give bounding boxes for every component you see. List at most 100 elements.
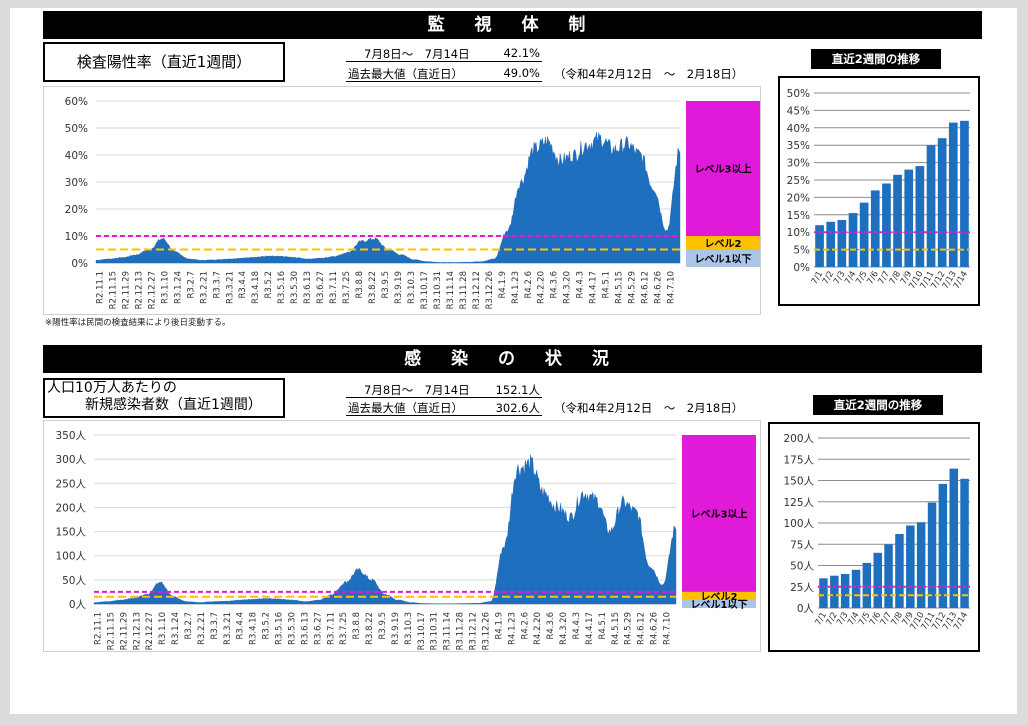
bar <box>916 522 926 608</box>
level3-block <box>682 435 756 592</box>
level1-label: レベル1以下 <box>691 599 748 611</box>
x-tick-label: R3.5.16 <box>277 271 287 304</box>
bar <box>837 220 847 267</box>
bar <box>826 221 836 267</box>
y-tick-label: 50% <box>787 88 810 100</box>
x-tick-label: R3.10.3 <box>407 271 417 304</box>
bar <box>840 574 850 608</box>
y-tick-label: 10% <box>787 227 810 239</box>
x-tick-label: R4.7.10 <box>663 612 673 645</box>
x-tick-label: R4.2.20 <box>533 612 543 645</box>
y-tick-label: 125人 <box>783 497 814 509</box>
y-tick-label: 15% <box>787 210 810 222</box>
x-tick-label: R4.5.29 <box>624 612 634 645</box>
level2-block <box>686 236 760 250</box>
y-tick-label: 50% <box>65 123 88 135</box>
x-tick-label: R4.6.12 <box>637 612 647 645</box>
x-tick-label: R4.5.15 <box>611 612 621 645</box>
y-tick-label: 20% <box>65 204 88 216</box>
divider <box>346 81 542 82</box>
y-tick-label: 25% <box>787 175 810 187</box>
x-tick-label: R2.12.27 <box>147 271 157 309</box>
bar <box>904 169 914 267</box>
y-tick-label: 35% <box>787 140 810 152</box>
x-tick-label: R3.10.3 <box>404 612 414 645</box>
level2-block <box>682 591 756 600</box>
positivity-title: 検査陽性率（直近1週間） <box>43 42 285 82</box>
x-tick-label: R4.2.6 <box>520 612 530 640</box>
bar <box>859 202 869 267</box>
bar <box>915 166 925 267</box>
positivity-2week-chart: 0%5%10%15%20%25%30%35%40%45%50%7/17/27/3… <box>787 88 970 291</box>
x-tick-label: R3.8.8 <box>355 271 365 299</box>
y-tick-label: 0人 <box>69 599 87 611</box>
level1-label: レベル1以下 <box>695 254 752 266</box>
y-tick-label: 30% <box>65 177 88 189</box>
x-tick-label: R3.8.22 <box>368 271 378 304</box>
x-tick-label: R3.4.4 <box>236 612 246 640</box>
x-tick-label: R2.12.27 <box>145 612 155 650</box>
x-tick-label: R4.6.26 <box>650 612 660 645</box>
y-tick-label: 0% <box>793 262 810 274</box>
x-tick-label: R3.12.26 <box>482 612 492 650</box>
x-tick-label: R3.2.21 <box>199 271 209 304</box>
x-tick-label: R2.11.1 <box>96 271 106 304</box>
x-tick-label: R2.11.29 <box>119 612 129 650</box>
x-tick-label: R3.12.26 <box>485 271 495 309</box>
bar <box>938 483 948 608</box>
level3-label: レベル3以上 <box>695 163 752 176</box>
x-tick-label: R4.7.10 <box>667 271 677 304</box>
bar <box>949 468 958 608</box>
x-tick-label: R4.3.6 <box>550 271 560 299</box>
x-tick-label: R4.3.20 <box>563 271 573 304</box>
x-tick-label: R4.5.1 <box>598 612 608 640</box>
x-tick-label: R4.1.23 <box>507 612 517 645</box>
level3-label: レベル3以上 <box>691 507 748 520</box>
x-tick-label: R3.1.10 <box>158 612 168 645</box>
y-tick-label: 0% <box>71 258 88 270</box>
y-tick-label: 100人 <box>55 551 86 563</box>
y-tick-label: 300人 <box>55 454 86 466</box>
period-value: 42.1% <box>503 46 540 60</box>
x-tick-label: R3.5.16 <box>275 612 285 645</box>
x-tick-label: R4.1.23 <box>511 271 521 304</box>
x-tick-label: R3.1.10 <box>160 271 170 304</box>
x-tick-label: R4.6.12 <box>641 271 651 304</box>
x-tick-label: R3.9.5 <box>378 612 388 640</box>
x-tick-label: R3.12.12 <box>472 271 482 309</box>
x-tick-label: R3.3.21 <box>225 271 235 304</box>
x-tick-label: R3.3.7 <box>212 271 222 299</box>
y-tick-label: 150人 <box>783 476 814 488</box>
cases-title-line2: 新規感染者数（直近1週間） <box>85 397 262 413</box>
y-tick-label: 50人 <box>790 561 814 573</box>
y-tick-label: 45% <box>787 105 810 117</box>
x-tick-label: R2.11.15 <box>109 271 119 309</box>
x-tick-label: R4.2.6 <box>524 271 534 299</box>
cases-chart-panel: 0人 50人 100人 150人 200人 250人 300人 350人 R2.11.1 R2.1… <box>43 420 761 652</box>
x-tick-label: R3.5.2 <box>262 612 272 640</box>
bar <box>948 122 958 267</box>
y-tick-label: 10% <box>65 231 88 243</box>
x-tick-label: R3.6.13 <box>300 612 310 645</box>
x-tick-label: R3.4.18 <box>249 612 259 645</box>
bar <box>819 578 828 609</box>
x-tick-label: R3.6.27 <box>316 271 326 304</box>
x-tick-label: R4.6.26 <box>654 271 664 304</box>
period-value: 152.1人 <box>495 383 540 397</box>
x-tick-label: R4.4.3 <box>572 612 582 640</box>
x-tick-label: R3.7.11 <box>329 271 339 304</box>
x-tick-label: R2.11.1 <box>94 612 104 645</box>
x-tick-label: R3.4.18 <box>251 271 261 304</box>
bar <box>882 183 891 267</box>
x-tick-label: R3.11.14 <box>446 271 456 309</box>
x-tick-label: R3.11.28 <box>456 612 466 650</box>
x-tick-label: R3.3.21 <box>223 612 233 645</box>
divider <box>346 415 542 416</box>
x-tick-label: R4.3.20 <box>559 612 569 645</box>
level1-block <box>682 599 756 608</box>
positivity-chart-panel: 0% 10% 20% 30% 40% 50% 60% R2.11.1 R2.11.15 R2.11… <box>43 86 761 315</box>
y-tick-label: 5% <box>793 245 810 257</box>
x-tick-label: R2.11.15 <box>106 612 116 650</box>
divider <box>346 61 542 62</box>
